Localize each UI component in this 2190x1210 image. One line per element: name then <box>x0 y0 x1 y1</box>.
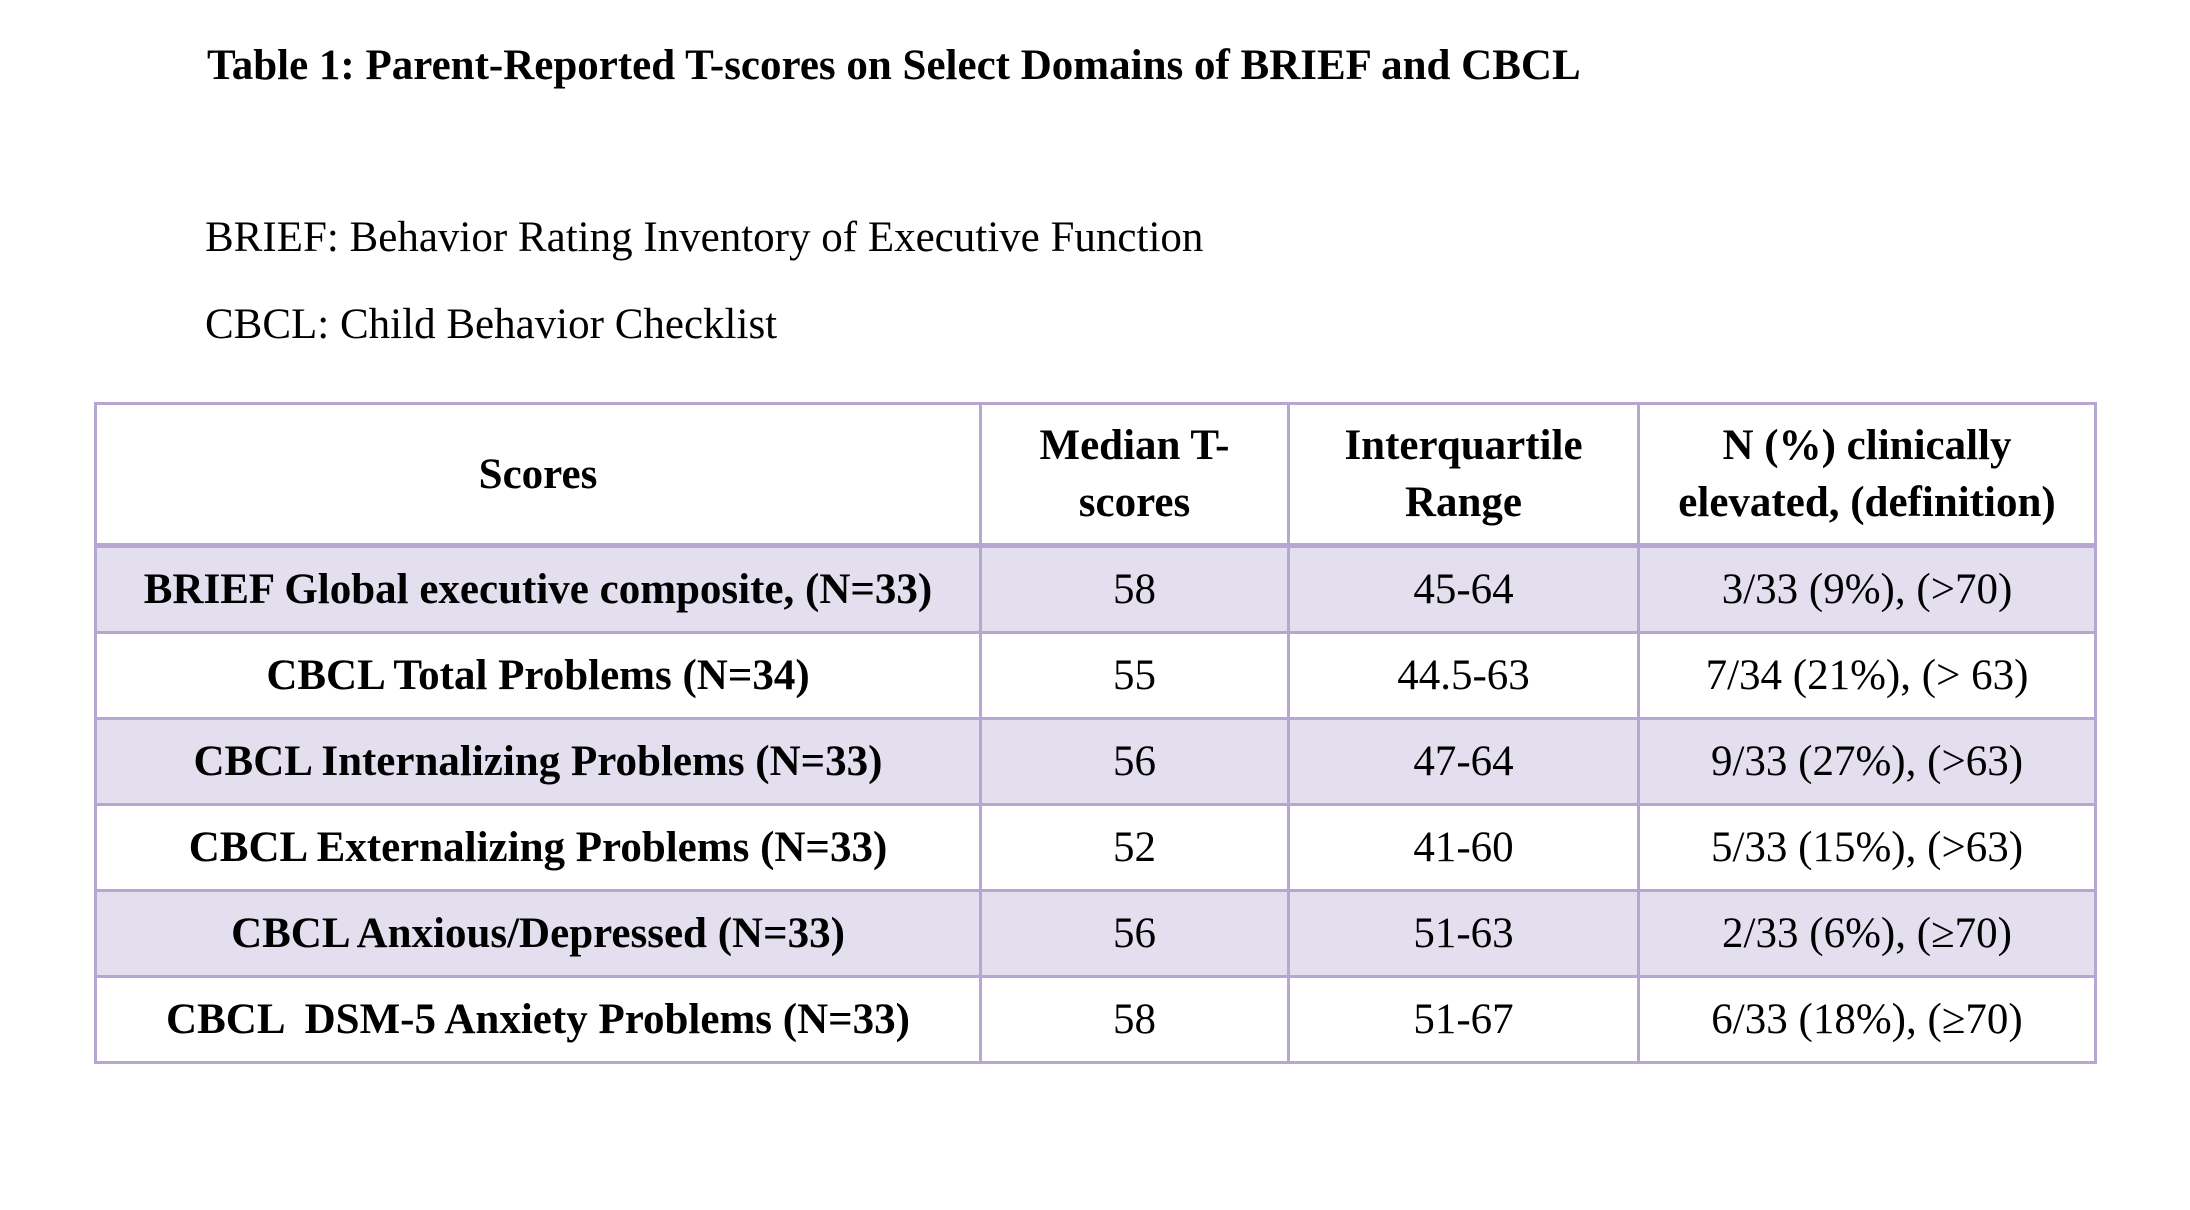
median-cell: 58 <box>979 975 1290 1064</box>
score-name-cell: CBCL Total Problems (N=34) <box>94 631 982 720</box>
elevated-cell: 2/33 (6%), (≥70) <box>1637 889 2097 978</box>
median-cell: 56 <box>979 889 1290 978</box>
header-row: Scores Median T- scores Interquartile Ra… <box>94 402 2097 548</box>
table-row: CBCL Total Problems (N=34) 55 44.5-63 7/… <box>94 631 2097 720</box>
table-body: BRIEF Global executive composite, (N=33)… <box>94 544 2097 1064</box>
iqr-cell: 51-63 <box>1287 889 1640 978</box>
median-cell: 52 <box>979 803 1290 892</box>
table-row: CBCL DSM-5 Anxiety Problems (N=33) 58 51… <box>94 975 2097 1064</box>
header-elevated: N (%) clinically elevated, (definition) <box>1637 402 2097 548</box>
header-scores-label: Scores <box>478 450 598 498</box>
table-row: CBCL Anxious/Depressed (N=33) 56 51-63 2… <box>94 889 2097 978</box>
header-iqr-line1: Interquartile <box>1344 422 1583 469</box>
header-iqr-line2: Range <box>1404 479 1523 526</box>
median-cell: 56 <box>979 717 1290 806</box>
table-row: CBCL Internalizing Problems (N=33) 56 47… <box>94 717 2097 806</box>
iqr-cell: 44.5-63 <box>1287 631 1640 720</box>
table-row: BRIEF Global executive composite, (N=33)… <box>94 544 2097 634</box>
elevated-cell: 3/33 (9%), (>70) <box>1637 544 2097 634</box>
elevated-cell: 7/34 (21%), (> 63) <box>1637 631 2097 720</box>
header-iqr: Interquartile Range <box>1287 402 1640 548</box>
header-elevated-line1: N (%) clinically <box>1722 422 2012 469</box>
median-cell: 55 <box>979 631 1290 720</box>
score-name-cell: BRIEF Global executive composite, (N=33) <box>94 544 982 634</box>
header-median-line1: Median T- <box>1039 422 1230 469</box>
header-median-line2: scores <box>1078 479 1191 526</box>
score-name-cell: CBCL DSM-5 Anxiety Problems (N=33) <box>94 975 982 1064</box>
score-name-cell: CBCL Externalizing Problems (N=33) <box>94 803 982 892</box>
cbcl-abbreviation: CBCL: Child Behavior Checklist <box>205 301 778 348</box>
scores-table: Scores Median T- scores Interquartile Ra… <box>94 402 2097 1064</box>
elevated-cell: 9/33 (27%), (>63) <box>1637 717 2097 806</box>
table-header: Scores Median T- scores Interquartile Ra… <box>94 402 2097 548</box>
brief-abbreviation: BRIEF: Behavior Rating Inventory of Exec… <box>205 214 1204 261</box>
iqr-cell: 51-67 <box>1287 975 1640 1064</box>
iqr-cell: 41-60 <box>1287 803 1640 892</box>
elevated-cell: 6/33 (18%), (≥70) <box>1637 975 2097 1064</box>
score-name-cell: CBCL Internalizing Problems (N=33) <box>94 717 982 806</box>
score-name-cell: CBCL Anxious/Depressed (N=33) <box>94 889 982 978</box>
median-cell: 58 <box>979 544 1290 634</box>
header-median: Median T- scores <box>979 402 1290 548</box>
table-row: CBCL Externalizing Problems (N=33) 52 41… <box>94 803 2097 892</box>
header-elevated-line2: elevated, (definition) <box>1678 479 2056 526</box>
elevated-cell: 5/33 (15%), (>63) <box>1637 803 2097 892</box>
iqr-cell: 45-64 <box>1287 544 1640 634</box>
table-title: Table 1: Parent-Reported T-scores on Sel… <box>207 42 1581 89</box>
header-scores: Scores <box>94 402 982 548</box>
iqr-cell: 47-64 <box>1287 717 1640 806</box>
